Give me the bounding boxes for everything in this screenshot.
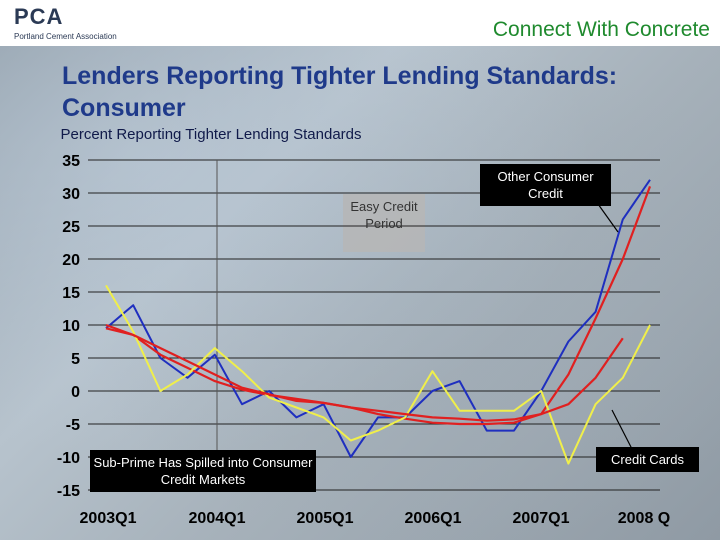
y-tick-label: 10 [62, 318, 80, 335]
y-tick-label: 5 [71, 351, 80, 368]
tagline: Connect With Concrete [492, 18, 710, 41]
x-tick-label: 2004Q1 [189, 510, 246, 527]
logo-subtext: Portland Cement Association [14, 32, 117, 41]
x-tick-label: 2005Q1 [297, 510, 354, 527]
y-tick-label: 0 [71, 384, 80, 401]
x-tick-label: 2008 Q [618, 510, 670, 527]
pca-logo: PCA Portland Cement Association [14, 4, 124, 42]
header-bar: PCA Portland Cement Association Connect … [0, 0, 720, 46]
chart-subtitle: Percent Reporting Tighter Lending Standa… [60, 126, 362, 143]
y-tick-label: 20 [62, 252, 80, 269]
series-line-0 [105, 179, 651, 458]
other-consumer-credit-callout: Other Consumer Credit [480, 164, 611, 206]
subprime-callout: Sub-Prime Has Spilled into Consumer Cred… [90, 450, 316, 492]
easy-credit-label: Easy Credit Period [350, 199, 418, 231]
y-tick-label: -10 [57, 450, 80, 467]
y-tick-label: 30 [62, 186, 80, 203]
slide-title: Lenders Reporting Tighter Lending Standa… [62, 62, 618, 122]
credit-cards-callout: Credit Cards [596, 447, 699, 472]
y-tick-label: -15 [57, 483, 80, 500]
series-line-3 [105, 323, 624, 422]
y-tick-label: 25 [62, 219, 80, 236]
x-tick-label: 2003Q1 [80, 510, 137, 527]
easy-credit-shade [343, 194, 425, 252]
y-tick-label: 15 [62, 285, 80, 302]
y-tick-label: -5 [66, 417, 80, 434]
callout-arrow-other-consumer [597, 203, 619, 233]
series-line-1 [105, 186, 652, 426]
y-tick-label: 35 [62, 153, 80, 170]
x-tick-label: 2007Q1 [513, 510, 570, 527]
x-tick-label: 2006Q1 [405, 510, 462, 527]
logo-mark: PCA [14, 4, 64, 29]
callout-arrow-credit-cards [611, 409, 633, 450]
